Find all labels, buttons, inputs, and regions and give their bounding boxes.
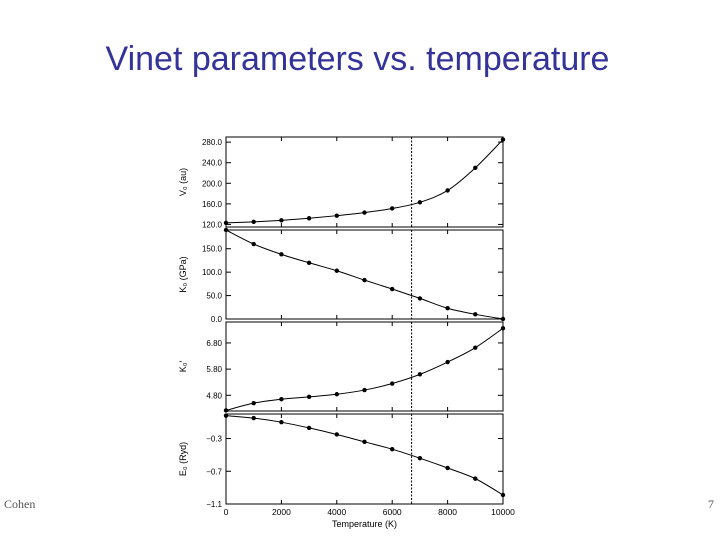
data-point	[390, 446, 395, 452]
data-point	[362, 210, 367, 215]
data-point	[473, 345, 478, 350]
y-tick-label: 120.0	[202, 220, 223, 229]
y-tick-label: 50.0	[206, 292, 222, 301]
footer-author: Cohen	[4, 497, 36, 511]
y-tick-label: −0.7	[206, 467, 222, 476]
data-point	[445, 188, 450, 193]
data-point	[362, 387, 367, 393]
y-tick-label: −1.1	[206, 500, 222, 509]
data-point	[445, 359, 450, 365]
panel-frame	[225, 229, 504, 320]
panel-frame	[225, 413, 504, 505]
x-tick-label: 10000	[491, 507, 515, 517]
y-tick-label: 4.80	[206, 391, 222, 400]
x-tick-label: 6000	[383, 507, 402, 517]
panel-2: 0.0 50.0 100.0 150.0 K₀ (GPa)	[178, 227, 506, 324]
series-line	[225, 327, 504, 411]
data-point	[473, 165, 478, 171]
x-axis-label: Temperature (K)	[332, 519, 397, 529]
footer-page-number: 7	[708, 497, 714, 511]
x-tick-label: 4000	[327, 507, 346, 517]
data-point	[334, 432, 339, 437]
data-point	[390, 381, 395, 386]
y-tick-label: 280.0	[202, 138, 223, 147]
data-point	[390, 206, 395, 211]
data-point	[279, 397, 284, 402]
y-axis-label: K₀ (GPa)	[178, 256, 188, 292]
data-point	[473, 312, 478, 317]
data-point	[334, 268, 339, 273]
data-point	[362, 439, 367, 445]
panel-1: 120.0 160.0 200.0 240.0 280.0 V₀ (au)	[178, 136, 506, 229]
y-tick-label: 0.0	[211, 315, 223, 324]
series-line	[225, 415, 504, 496]
data-point	[279, 419, 284, 425]
data-point	[500, 316, 506, 322]
y-tick-label: 5.80	[206, 365, 222, 374]
y-tick-label: 6.80	[206, 339, 222, 348]
data-point	[251, 241, 256, 247]
series-line	[225, 229, 504, 320]
y-tick-label: 100.0	[202, 268, 223, 277]
panel-frame	[225, 136, 504, 228]
data-point	[223, 220, 229, 226]
data-point	[306, 216, 312, 221]
data-point	[417, 455, 423, 461]
panel-4: −1.1 −0.7 −0.3 E₀ (Ryd)	[178, 413, 506, 509]
data-point	[445, 465, 450, 471]
x-tick-label: 0	[224, 507, 229, 517]
y-tick-label: 200.0	[202, 179, 223, 188]
data-point	[334, 392, 339, 397]
x-tick-label: 2000	[272, 507, 291, 517]
data-point	[251, 400, 256, 406]
data-point	[473, 476, 478, 481]
y-tick-label: 240.0	[202, 159, 223, 168]
data-point	[279, 252, 284, 257]
data-point	[306, 425, 312, 431]
data-point	[417, 296, 423, 301]
data-point	[251, 415, 256, 421]
y-tick-label: 160.0	[202, 200, 223, 209]
data-point	[306, 394, 312, 400]
series-line	[225, 139, 504, 224]
y-tick-label: −0.3	[206, 435, 222, 444]
data-point	[223, 227, 229, 233]
y-tick-label: 150.0	[202, 245, 223, 254]
y-axis-label: K₀′	[178, 360, 188, 372]
slide-title: Vinet parameters vs. temperature	[105, 40, 610, 78]
data-point	[279, 218, 284, 223]
data-point	[500, 137, 506, 142]
data-point	[223, 408, 229, 413]
data-point	[417, 200, 423, 205]
y-axis-label: V₀ (au)	[178, 168, 188, 196]
data-point	[362, 277, 367, 283]
data-point	[500, 326, 506, 331]
data-point	[334, 213, 339, 218]
panel-3: 4.80 5.80 6.80 K₀′	[178, 321, 506, 413]
panel-frame	[225, 321, 504, 412]
data-point	[500, 492, 506, 498]
data-point	[390, 286, 395, 292]
data-point	[306, 260, 312, 265]
data-point	[223, 413, 229, 418]
data-point	[417, 372, 423, 377]
data-point	[251, 219, 256, 225]
x-tick-label: 8000	[438, 507, 457, 517]
y-axis-label: E₀ (Ryd)	[178, 442, 188, 476]
data-point	[445, 306, 450, 311]
